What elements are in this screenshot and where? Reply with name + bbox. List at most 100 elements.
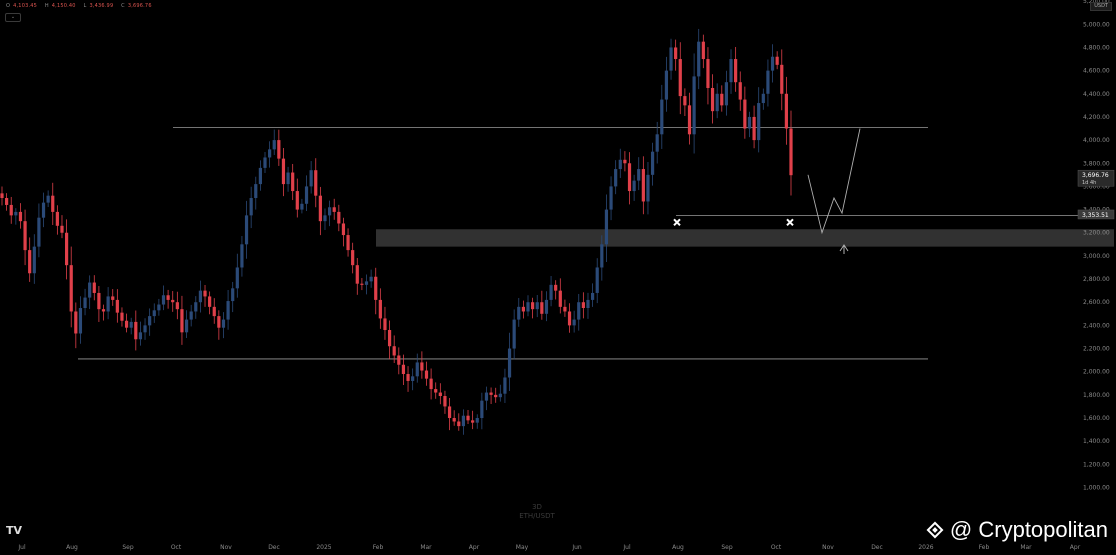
candle-body (604, 209, 609, 245)
candle-body (9, 204, 13, 216)
candle-body (521, 306, 525, 312)
candle-body (0, 193, 4, 198)
candle-body (157, 304, 161, 311)
candle-body (770, 56, 775, 71)
candle-body (51, 195, 55, 212)
candle-body (231, 288, 235, 302)
candle-body (494, 394, 498, 398)
y-tick-label: 2,800.00 (1083, 276, 1110, 283)
x-tick-label: Mar (1020, 544, 1032, 551)
candle-body (281, 158, 286, 185)
y-tick-label: 2,000.00 (1083, 369, 1110, 376)
y-tick-label: 4,400.00 (1083, 91, 1110, 98)
candle-body (531, 302, 535, 310)
candle-body (392, 346, 396, 356)
indicator-toggle-button[interactable]: ⌄ (5, 13, 21, 22)
candle-body (69, 265, 73, 312)
candle-body (152, 310, 156, 317)
candle-body (383, 318, 387, 331)
candle-body (28, 250, 32, 274)
candle-body (175, 302, 179, 310)
candle-body (471, 420, 475, 423)
x-tick-label: Sep (721, 544, 733, 551)
ohlc-readout: O 4,103.45 H 4,150.40 L 3,436.99 C 3,696.76 (6, 3, 158, 9)
candle-body (244, 215, 249, 245)
candle-body (650, 151, 655, 175)
candle-body (194, 302, 198, 312)
x-tick-label: May (516, 544, 529, 551)
x-tick-label: Nov (220, 544, 232, 551)
brand-watermark: @ Cryptopolitan (924, 517, 1108, 543)
y-tick-label: 1,200.00 (1083, 461, 1110, 468)
x-mark-icon (673, 218, 681, 227)
candle-body (720, 93, 724, 106)
candle-body (558, 290, 562, 307)
candle-body (438, 392, 442, 397)
candle-body (46, 195, 50, 203)
candle-body (475, 418, 479, 423)
candle-body (563, 306, 567, 312)
price-label-box (1077, 209, 1115, 220)
candle-body (632, 180, 636, 192)
candle-body (235, 267, 239, 289)
candle-body (18, 211, 23, 222)
currency-selector[interactable]: USDT (1090, 2, 1112, 11)
candle-body (747, 116, 752, 129)
candle-body (674, 47, 678, 60)
candle-body (411, 376, 415, 381)
candle-body (64, 232, 69, 266)
candle-body (360, 283, 364, 285)
candle-body (337, 211, 341, 224)
candle-body (254, 184, 258, 198)
candle-body (729, 59, 733, 83)
x-mark-icon (786, 218, 794, 227)
candle-body (55, 211, 59, 226)
candle-body (554, 284, 558, 291)
candle-body (263, 157, 267, 168)
x-tick-label: 2026 (918, 544, 933, 551)
price-label-countdown: 1d 4h (1082, 180, 1096, 186)
candle-body (369, 276, 373, 282)
x-tick-label: Mar (420, 544, 432, 551)
candle-body (217, 316, 221, 328)
candle-body (480, 400, 484, 419)
candle-body (780, 64, 784, 94)
y-tick-label: 4,800.00 (1083, 44, 1110, 51)
candle-body (706, 59, 710, 88)
candle-body (429, 378, 433, 390)
ohlc-open: O 4,103.45 (6, 3, 38, 9)
candle-body (641, 169, 645, 202)
candle-body (586, 299, 590, 309)
candle-body (203, 290, 207, 297)
x-tick-label: Feb (979, 544, 990, 551)
y-tick-label: 1,400.00 (1083, 438, 1110, 445)
candle-body (678, 59, 682, 97)
watermark-pair: ETH/USDT (519, 512, 555, 520)
candle-body (309, 170, 313, 187)
candle-body (374, 276, 378, 300)
candle-body (752, 116, 756, 141)
candle-body (415, 362, 419, 377)
candle-body (258, 167, 262, 185)
candle-body (323, 215, 327, 222)
candle-body (332, 207, 336, 212)
candle-body (106, 296, 110, 312)
y-axis: 1,000.00 1,200.00 1,400.00 1,600.00 1,800.00… (1083, 0, 1110, 492)
candle-body (581, 302, 585, 309)
candle-body (180, 309, 184, 333)
candle-body (466, 415, 470, 421)
y-tick-label: 2,400.00 (1083, 322, 1110, 329)
candle-body (148, 316, 152, 326)
candle-body (291, 172, 295, 192)
candle-body (134, 321, 138, 340)
x-tick-label: Dec (268, 544, 280, 551)
y-tick-label: 2,200.00 (1083, 346, 1110, 353)
y-tick-label: 1,800.00 (1083, 392, 1110, 399)
candle-body (687, 105, 692, 135)
candle-body (761, 93, 765, 104)
candle-body (757, 103, 761, 141)
candle-body (249, 198, 253, 216)
candle-body (549, 284, 553, 300)
arrow-up-icon (839, 244, 849, 254)
